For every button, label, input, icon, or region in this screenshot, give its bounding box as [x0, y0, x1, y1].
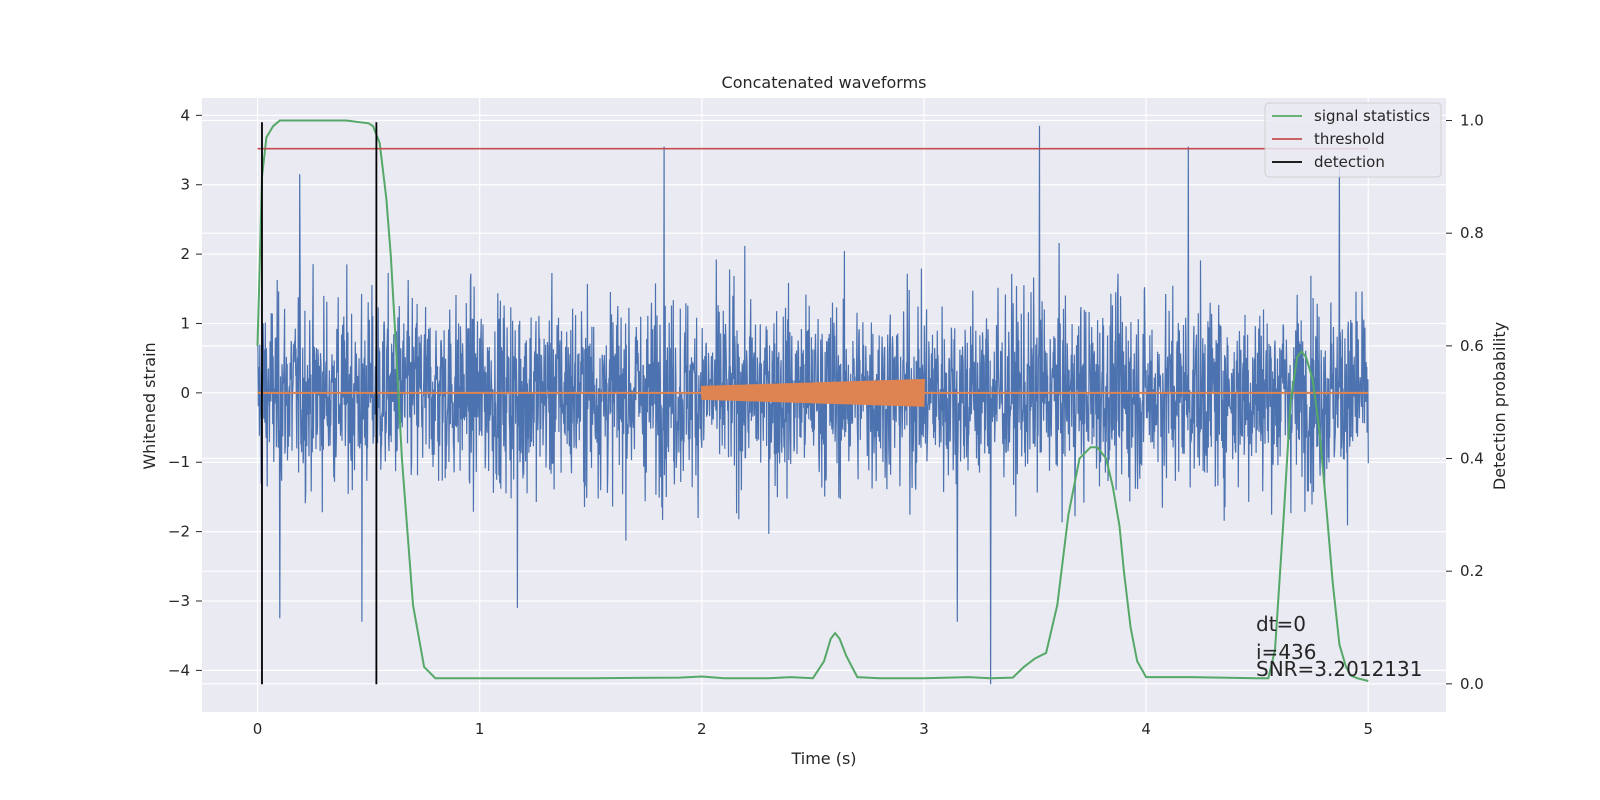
legend: signal statistics threshold detection [1264, 102, 1442, 178]
strain-line [256, 125, 1369, 685]
x-axis-label: Time (s) [790, 749, 856, 768]
y-tick-label: −1 [168, 453, 190, 471]
chart-title: Concatenated waveforms [722, 73, 927, 92]
y-axis-label: Whitened strain [140, 342, 159, 469]
waveform-series [257, 378, 1369, 407]
annotation-snr: SNR=3.2012131 [1256, 657, 1422, 681]
waveform-chirp [700, 378, 925, 407]
strain-series [256, 125, 1369, 685]
y-tick-label: 3 [180, 176, 190, 194]
y2-tick-label: 0.0 [1460, 675, 1484, 693]
y2-tick-label: 0.8 [1460, 224, 1484, 242]
y2-tick-label: 0.4 [1460, 450, 1484, 468]
y-axis-ticks: −4 −3 −2 −1 0 1 2 3 4 [168, 106, 202, 679]
annotation-dt: dt=0 [1256, 612, 1306, 636]
y2-tick-label: 0.6 [1460, 337, 1484, 355]
y2-tick-label: 1.0 [1460, 112, 1484, 130]
signal-statistics-series [256, 119, 1369, 682]
x-tick-label: 4 [1141, 720, 1151, 738]
legend-detection-label: detection [1314, 153, 1385, 171]
y-tick-label: −4 [168, 661, 190, 679]
annotation-index: i=436 [1256, 640, 1317, 664]
y-tick-label: −2 [168, 523, 190, 541]
legend-signal-statistics-label: signal statistics [1314, 107, 1430, 125]
x-axis-ticks: 0 1 2 3 4 5 [253, 720, 1373, 738]
legend-box [1264, 102, 1442, 178]
y-tick-label: 0 [180, 384, 190, 402]
y-tick-label: 4 [180, 106, 190, 124]
detection-series [261, 122, 378, 685]
y-tick-label: −3 [168, 592, 190, 610]
x-tick-label: 1 [475, 720, 485, 738]
y2-tick-label: 0.2 [1460, 562, 1484, 580]
y2-axis-ticks: 0.0 0.2 0.4 0.6 0.8 1.0 [1446, 112, 1484, 693]
y-tick-label: 1 [180, 314, 190, 332]
legend-threshold-label: threshold [1314, 130, 1385, 148]
x-tick-label: 2 [697, 720, 707, 738]
x-tick-label: 5 [1363, 720, 1373, 738]
y2-axis-label: Detection probability [1490, 322, 1509, 490]
signal-statistics-line [256, 119, 1369, 682]
x-tick-label: 0 [253, 720, 263, 738]
x-tick-label: 3 [919, 720, 929, 738]
y-tick-label: 2 [180, 245, 190, 263]
